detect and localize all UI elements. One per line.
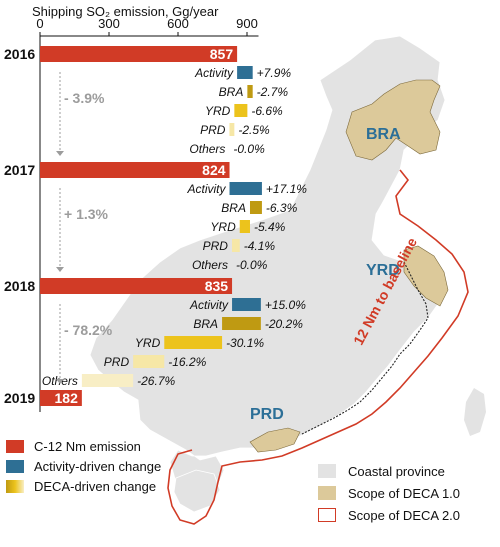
trend-arrow-head-2016 — [56, 151, 64, 156]
change-name-2017-activity: Activity — [187, 182, 227, 196]
map-legend-item-deca2: Scope of DECA 2.0 — [318, 504, 460, 526]
x-tick-label-300: 300 — [98, 16, 120, 31]
total-value-label-2017: 824 — [202, 162, 226, 178]
map-legend-item-deca1: Scope of DECA 1.0 — [318, 482, 460, 504]
year-label-2017: 2017 — [4, 162, 35, 178]
total-bar-2018 — [40, 278, 233, 294]
chart-title: Shipping SO₂ emission, Gg/year — [32, 4, 219, 19]
change-bar-2017-prd — [231, 239, 240, 252]
coastline-detail — [301, 261, 429, 435]
china-coastal-map — [89, 35, 486, 525]
change-value-2017-activity: +17.1% — [266, 182, 307, 196]
x-tick-label-0: 0 — [36, 16, 43, 31]
change-value-2018-activity: +15.0% — [265, 298, 306, 312]
total-value-label-2019: 182 — [55, 390, 79, 406]
total-value-label-2018: 835 — [205, 278, 229, 294]
map-legend-swatch-deca2 — [318, 508, 336, 522]
change-name-2016-prd: PRD — [200, 123, 226, 137]
change-value-2018-others: -26.7% — [137, 374, 175, 388]
total-bar-2019 — [40, 390, 82, 406]
change-value-2017-yrd: -5.4% — [254, 220, 286, 234]
trend-label-2017: + 1.3% — [64, 206, 109, 222]
bra-deca1-area — [345, 79, 441, 161]
x-tick-label-900: 900 — [236, 16, 258, 31]
hainan-shape — [173, 469, 221, 513]
change-bar-2017-bra — [249, 201, 262, 214]
legend-swatch-activity — [6, 459, 24, 473]
change-name-2017-yrd: YRD — [210, 220, 236, 234]
change-bar-2016-prd — [229, 123, 235, 136]
change-value-2016-yrd: -6.6% — [251, 104, 283, 118]
change-bar-2018-prd — [133, 355, 165, 368]
change-name-2018-prd: PRD — [104, 355, 130, 369]
change-name-2017-others: Others — [192, 258, 228, 272]
trend-label-2016: - 3.9% — [64, 90, 105, 106]
map-legend-swatch-deca1 — [318, 486, 336, 500]
legend-swatch-total — [6, 439, 24, 453]
trend-arrow-head-2017 — [56, 267, 64, 272]
change-value-2017-others: -0.0% — [236, 258, 268, 272]
change-value-2016-bra: -2.7% — [257, 85, 289, 99]
change-value-2017-prd: -4.1% — [244, 239, 276, 253]
legend-label-activity: Activity-driven change — [34, 458, 162, 474]
change-name-2017-prd: PRD — [203, 239, 229, 253]
change-bar-2017-activity — [229, 182, 262, 195]
change-name-2018-activity: Activity — [189, 298, 229, 312]
change-bar-2016-activity — [237, 66, 253, 79]
map-legend-label-province: Coastal province — [348, 463, 445, 479]
trend-arrow-head-2018 — [56, 379, 64, 384]
legend-label-deca: DECA-driven change — [34, 478, 157, 494]
change-bar-2017-yrd — [239, 220, 250, 233]
change-value-2018-yrd: -30.1% — [226, 336, 264, 350]
change-name-2016-activity: Activity — [194, 66, 234, 80]
legend-item-total: C-12 Nm emission — [6, 436, 161, 456]
change-name-2018-yrd: YRD — [135, 336, 161, 350]
change-value-2018-bra: -20.2% — [265, 317, 303, 331]
change-name-2016-others: Others — [189, 142, 225, 156]
change-bar-2018-others — [81, 374, 134, 387]
map-legend-item-province: Coastal province — [318, 460, 460, 482]
change-name-2016-yrd: YRD — [205, 104, 231, 118]
deca2-boundary — [167, 169, 469, 525]
legend-label-total: C-12 Nm emission — [34, 438, 141, 454]
map-legend: Coastal province Scope of DECA 1.0 Scope… — [318, 460, 460, 526]
change-bar-2016-bra — [247, 85, 253, 98]
year-label-2016: 2016 — [4, 46, 35, 62]
change-value-2018-prd: -16.2% — [168, 355, 206, 369]
legend-item-activity: Activity-driven change — [6, 456, 161, 476]
total-bar-2017 — [40, 162, 230, 178]
change-bar-2018-bra — [222, 317, 261, 330]
change-value-2016-others: -0.0% — [233, 142, 265, 156]
change-value-2016-activity: +7.9% — [257, 66, 292, 80]
map-label-yrd: YRD — [366, 262, 400, 279]
total-bar-2016 — [40, 46, 238, 62]
change-value-2016-prd: -2.5% — [238, 123, 270, 137]
yrd-deca1-area — [403, 245, 449, 307]
map-label-prd: PRD — [250, 406, 284, 423]
map-label-bra: BRA — [366, 126, 401, 143]
change-bar-2016-yrd — [234, 104, 248, 117]
taiwan-shape — [464, 388, 486, 436]
chart-legend: C-12 Nm emission Activity-driven change … — [6, 436, 161, 496]
change-name-2017-bra: BRA — [221, 201, 246, 215]
total-value-label-2016: 857 — [210, 46, 234, 62]
year-label-2019: 2019 — [4, 390, 35, 406]
map-legend-swatch-province — [318, 464, 336, 478]
change-name-2018-bra: BRA — [193, 317, 218, 331]
map-legend-label-deca2: Scope of DECA 2.0 — [348, 507, 461, 523]
prd-deca1-area — [249, 427, 301, 453]
change-bar-2018-activity — [232, 298, 261, 311]
x-tick-label-600: 600 — [167, 16, 189, 31]
change-name-2016-bra: BRA — [219, 85, 244, 99]
legend-swatch-deca — [6, 479, 24, 493]
year-label-2018: 2018 — [4, 278, 35, 294]
legend-item-deca: DECA-driven change — [6, 476, 161, 496]
trend-label-2018: - 78.2% — [64, 322, 113, 338]
change-bar-2018-yrd — [164, 336, 223, 349]
change-value-2017-bra: -6.3% — [266, 201, 298, 215]
map-legend-label-deca1: Scope of DECA 1.0 — [348, 485, 461, 501]
